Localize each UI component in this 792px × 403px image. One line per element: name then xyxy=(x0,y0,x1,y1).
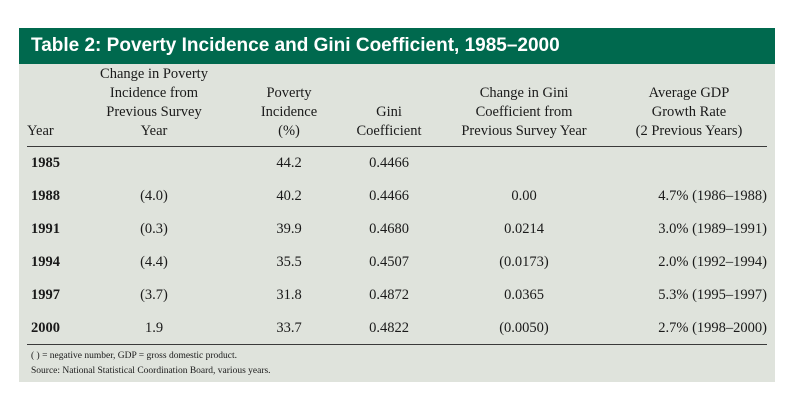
table-cell-poverty-change: (4.0) xyxy=(140,188,168,204)
header-gdp-growth: Average GDP Growth Rate (2 Previous Year… xyxy=(635,85,743,139)
table-cell-gini: 0.4507 xyxy=(369,254,409,270)
header-divider xyxy=(27,146,767,147)
table-cell-poverty-incidence: 31.8 xyxy=(276,287,302,303)
table-row-year: 1994 xyxy=(31,254,60,270)
table-cell-gini: 0.4466 xyxy=(369,188,409,204)
table-row-year: 2000 xyxy=(31,320,60,336)
table-cell-gdp-growth: 2.7% (1998–2000) xyxy=(658,320,767,336)
table-cell-poverty-incidence: 44.2 xyxy=(276,155,302,171)
table-cell-gdp-growth: 4.7% (1986–1988) xyxy=(658,188,767,204)
table-row-year: 1997 xyxy=(31,287,60,303)
table-cell-gini-change: 0.0214 xyxy=(504,221,544,237)
footer-divider xyxy=(27,344,767,345)
header-gini: Gini Coefficient xyxy=(356,104,422,139)
table-cell-poverty-change: (4.4) xyxy=(140,254,168,270)
table-cell-gini-change: (0.0173) xyxy=(499,254,549,270)
header-gini-change: Change in Gini Coefficient from Previous… xyxy=(461,85,587,139)
table-cell-gdp-growth: 3.0% (1989–1991) xyxy=(658,221,767,237)
table-cell-gini-change: 0.0365 xyxy=(504,287,544,303)
table-cell-poverty-incidence: 40.2 xyxy=(276,188,302,204)
table-cell-gini: 0.4872 xyxy=(369,287,409,303)
table-cell-gini: 0.4680 xyxy=(369,221,409,237)
table-cell-gdp-growth: 5.3% (1995–1997) xyxy=(658,287,767,303)
table-panel: Table 2: Poverty Incidence and Gini Coef… xyxy=(19,28,775,382)
header-poverty-change: Change in Poverty Incidence from Previou… xyxy=(100,66,208,139)
table-cell-poverty-change: 1.9 xyxy=(144,320,164,336)
table-cell-poverty-change: (3.7) xyxy=(140,287,168,303)
table-note: ( ) = negative number, GDP = gross domes… xyxy=(31,351,238,361)
table-cell-poverty-incidence: 39.9 xyxy=(276,221,302,237)
table-cell-gini: 0.4822 xyxy=(369,320,409,336)
header-poverty-incidence: Poverty Incidence (%) xyxy=(260,85,318,139)
table-cell-poverty-incidence: 33.7 xyxy=(276,320,302,336)
table-cell-gdp-growth: 2.0% (1992–1994) xyxy=(658,254,767,270)
table-title: Table 2: Poverty Incidence and Gini Coef… xyxy=(19,28,775,64)
table-cell-poverty-incidence: 35.5 xyxy=(276,254,302,270)
table-row-year: 1988 xyxy=(31,188,60,204)
table-cell-gini: 0.4466 xyxy=(369,155,409,171)
table-cell-gini-change: 0.00 xyxy=(511,188,537,204)
table-row-year: 1985 xyxy=(31,155,60,171)
table-row-year: 1991 xyxy=(31,221,60,237)
header-year: Year xyxy=(27,123,54,139)
table-source: Source: National Statistical Coordinatio… xyxy=(31,366,271,376)
table-cell-gini-change: (0.0050) xyxy=(499,320,549,336)
table-cell-poverty-change: (0.3) xyxy=(140,221,168,237)
